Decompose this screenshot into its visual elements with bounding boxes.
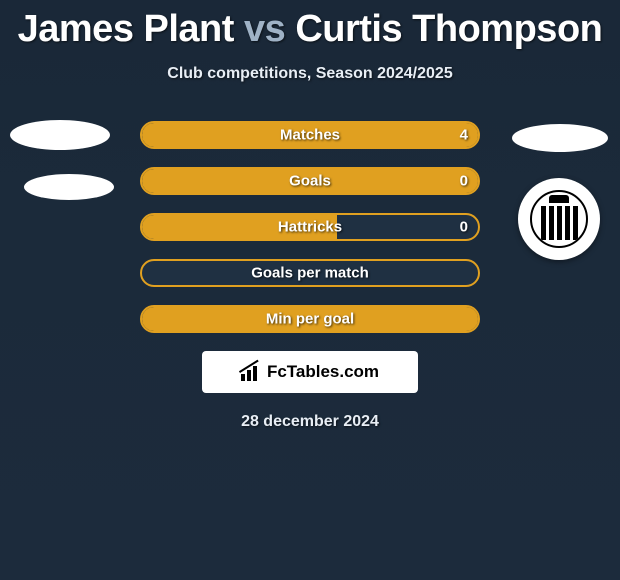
- stat-label: Min per goal: [266, 311, 354, 328]
- stat-row-hattricks: Hattricks 0: [140, 213, 480, 241]
- stat-row-goals-per-match: Goals per match: [140, 259, 480, 287]
- silhouette-shape: [24, 174, 114, 200]
- player2-name: Curtis Thompson: [295, 8, 602, 50]
- fctables-logo-icon: [241, 363, 263, 381]
- stat-label: Goals per match: [251, 265, 369, 282]
- club-badge-icon: [530, 190, 588, 248]
- stat-label: Matches: [280, 127, 340, 144]
- stat-row-min-per-goal: Min per goal: [140, 305, 480, 333]
- subtitle: Club competitions, Season 2024/2025: [0, 65, 620, 83]
- stat-label: Goals: [289, 173, 331, 190]
- silhouette-shape: [10, 120, 110, 150]
- page-title: James Plant vs Curtis Thompson: [0, 0, 620, 51]
- player1-name: James Plant: [18, 8, 234, 50]
- stat-right-value: 4: [460, 127, 468, 144]
- brand-text: FcTables.com: [267, 362, 379, 382]
- date-text: 28 december 2024: [0, 413, 620, 431]
- stat-right-value: 0: [460, 173, 468, 190]
- left-player-silhouette: [10, 120, 120, 224]
- stat-right-value: 0: [460, 219, 468, 236]
- stat-row-goals: Goals 0: [140, 167, 480, 195]
- vs-text: vs: [244, 8, 285, 50]
- brand-box[interactable]: FcTables.com: [202, 351, 418, 393]
- club-badge: [518, 178, 600, 260]
- stat-label: Hattricks: [278, 219, 342, 236]
- stat-row-matches: Matches 4: [140, 121, 480, 149]
- right-player-silhouette: [512, 124, 608, 152]
